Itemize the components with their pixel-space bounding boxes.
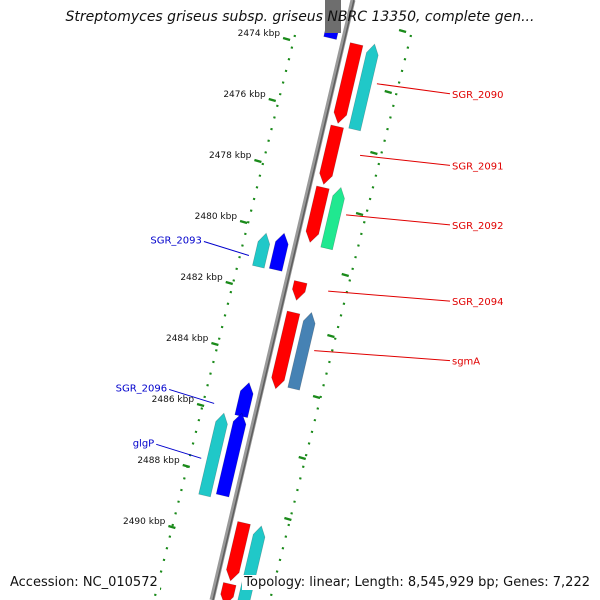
forward-gene-arrow xyxy=(220,582,237,600)
label-leader xyxy=(360,154,451,166)
tick-label: 2484 kbp xyxy=(166,334,209,344)
reverse-gene-bar xyxy=(198,412,228,498)
gene-label: SGR_2094 xyxy=(452,297,504,308)
tick-mark xyxy=(254,158,262,164)
tick-label: 2476 kbp xyxy=(223,90,266,100)
tick-mark xyxy=(168,524,176,530)
page-title: Streptomyces griseus subsp. griseus NBRC… xyxy=(65,9,535,25)
reverse-gene-arrow xyxy=(234,382,254,419)
gene-label: SGR_2090 xyxy=(452,90,504,101)
gene-labels: SGR_2090 SGR_2091 SGR_2092 SGR_2094 sgmA SGR_… xyxy=(116,83,504,459)
accession-text: Accession: NC_010572 xyxy=(10,575,160,590)
left-track-guide xyxy=(152,34,297,600)
gene-features xyxy=(198,0,379,600)
tick-mark xyxy=(327,333,335,339)
tick-mark xyxy=(312,394,321,400)
label-leader xyxy=(203,241,250,256)
tick-mark xyxy=(284,516,292,522)
tick-label: 2478 kbp xyxy=(209,151,252,161)
tick-mark xyxy=(370,150,378,156)
forward-gene-arrow xyxy=(319,124,344,185)
label-leader xyxy=(346,214,451,226)
forward-gene-arrow xyxy=(226,521,251,582)
right-track-guide xyxy=(268,34,413,600)
gene-label: glgP xyxy=(133,438,155,449)
tick-mark xyxy=(211,341,219,347)
tick-label: 2480 kbp xyxy=(195,212,238,222)
genome-summary: Topology: linear; Length: 8,545,929 bp; … xyxy=(242,575,590,590)
forward-gene-arrow xyxy=(271,310,301,390)
reverse-gene-arrow xyxy=(215,412,247,498)
tick-mark xyxy=(384,89,393,95)
label-leader xyxy=(376,83,451,95)
tick-mark xyxy=(398,28,407,34)
reverse-gene-bar xyxy=(252,232,271,269)
label-leader xyxy=(328,290,451,302)
tick-mark xyxy=(341,272,350,278)
gene-label: SGR_2092 xyxy=(452,221,504,232)
chromosome-backbone xyxy=(209,0,356,600)
gene-label: SGR_2096 xyxy=(116,383,168,394)
forward-gene-bar xyxy=(348,43,379,132)
edge-feature xyxy=(325,0,341,33)
tick-label: 2486 kbp xyxy=(152,395,195,405)
reverse-gene-arrow xyxy=(268,232,289,272)
forward-gene-arrow xyxy=(305,185,330,243)
gene-label: sgmA xyxy=(452,357,480,368)
forward-gene-arrow xyxy=(292,280,308,301)
forward-gene-bar xyxy=(287,311,316,391)
forward-gene-bar xyxy=(320,186,345,251)
forward-gene-arrow xyxy=(333,42,364,124)
tick-mark xyxy=(239,219,248,225)
tick-label: 2474 kbp xyxy=(238,29,281,39)
tick-mark xyxy=(225,280,234,286)
label-leader xyxy=(314,350,451,362)
gene-label: SGR_2091 xyxy=(452,161,504,172)
tick-mark xyxy=(298,455,307,461)
tick-label: 2488 kbp xyxy=(137,456,180,466)
tick-mark xyxy=(268,97,277,103)
tick-label: 2490 kbp xyxy=(123,517,166,527)
label-leader xyxy=(156,443,202,459)
tick-mark xyxy=(355,211,364,217)
gene-label: SGR_2093 xyxy=(150,236,202,247)
tick-mark xyxy=(196,402,205,408)
label-leader xyxy=(168,388,215,404)
tick-label: 2482 kbp xyxy=(180,273,223,283)
track-guides xyxy=(152,34,413,600)
kbp-ticks: 2474 kbp 2476 kbp 2478 kbp 2480 kbp 2482 kbp… xyxy=(123,28,407,591)
tick-mark xyxy=(282,36,291,42)
tick-mark xyxy=(182,463,191,469)
